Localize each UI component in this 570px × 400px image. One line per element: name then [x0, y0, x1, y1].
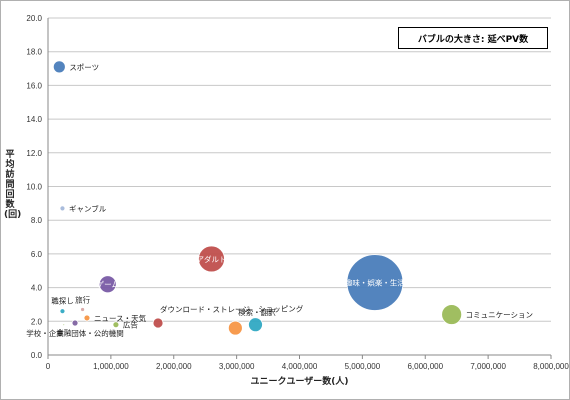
bubble	[112, 321, 120, 329]
bubble	[83, 314, 91, 322]
bubble-label: 職探し	[51, 296, 74, 306]
bubble-group	[346, 254, 404, 311]
y-tick-label: 16.0	[26, 81, 42, 90]
y-tick-label: 14.0	[26, 115, 42, 124]
bubble	[152, 317, 164, 329]
bubble	[59, 308, 66, 315]
bubble-group	[62, 323, 66, 327]
bubble-group	[59, 308, 66, 315]
bubble-group	[227, 320, 243, 336]
y-tick-label: 10.0	[26, 183, 42, 192]
y-tick-label: 12.0	[26, 149, 42, 158]
bubble-group	[112, 321, 120, 329]
x-tick-label: 8,000,000	[533, 362, 569, 371]
bubble-group	[71, 319, 79, 327]
bubble-group	[198, 245, 225, 273]
bubble-group	[59, 205, 66, 212]
x-axis-title: ユニークユーザー数(人)	[250, 375, 348, 387]
bubble-group	[98, 275, 117, 294]
bubble-label: ギャンブル	[69, 203, 107, 213]
x-tick-label: 2,000,000	[156, 362, 192, 371]
bubble	[248, 317, 263, 333]
y-tick-label: 20.0	[26, 14, 42, 23]
x-tick-label: 0	[46, 362, 51, 371]
bubble	[80, 307, 85, 312]
bubble	[98, 275, 117, 294]
x-tick-label: 4,000,000	[282, 362, 318, 371]
x-tick-label: 1,000,000	[93, 362, 129, 371]
x-tick-label: 3,000,000	[219, 362, 255, 371]
x-tick-label: 5,000,000	[345, 362, 381, 371]
bubble	[71, 319, 79, 327]
bubble-group	[441, 304, 463, 325]
bubble-label: 金融	[56, 328, 71, 338]
y-tick-label: 4.0	[31, 284, 43, 293]
bubble	[198, 245, 225, 273]
y-axis-title: 平均訪問回数(回)	[4, 150, 22, 220]
bubble-label: 学校・企業・団体・公的機関	[26, 328, 124, 338]
bubble-size-note: バブルの大きさ: 延べPV数	[398, 27, 548, 49]
bubble-label: アダルト	[196, 254, 226, 264]
bubble	[441, 304, 463, 325]
bubble-label: 旅行	[75, 295, 90, 305]
bubble-label: 広告	[123, 320, 138, 330]
y-tick-label: 18.0	[26, 48, 42, 57]
bubble-label: コミュニケーション	[466, 311, 533, 320]
y-tick-label: 6.0	[31, 250, 43, 259]
bubble-label: ショッピング	[258, 304, 303, 314]
bubble-group	[83, 314, 91, 322]
y-tick-label: 2.0	[31, 317, 43, 326]
bubble-label: ダウンロード・ストレージ	[160, 304, 250, 314]
bubble-label: 趣味・娯楽・生活	[345, 278, 405, 288]
bubble	[62, 323, 66, 327]
y-tick-label: 8.0	[31, 216, 43, 225]
bubble-group	[152, 317, 164, 329]
bubble-label: スポーツ	[69, 63, 99, 72]
x-tick-label: 6,000,000	[407, 362, 443, 371]
bubble-group	[248, 317, 263, 333]
bubble	[52, 60, 66, 74]
bubble-label: ゲーム	[97, 280, 119, 289]
bubble-group	[52, 60, 66, 74]
bubble-label: 検索・翻訳	[238, 307, 276, 317]
bubble	[227, 320, 243, 336]
bubble	[59, 205, 66, 212]
bubble	[346, 254, 404, 311]
bubble-label: ニュース・天気	[94, 313, 147, 323]
y-tick-label: 0.0	[31, 351, 43, 360]
x-tick-label: 7,000,000	[470, 362, 506, 371]
bubble-group	[80, 307, 85, 312]
